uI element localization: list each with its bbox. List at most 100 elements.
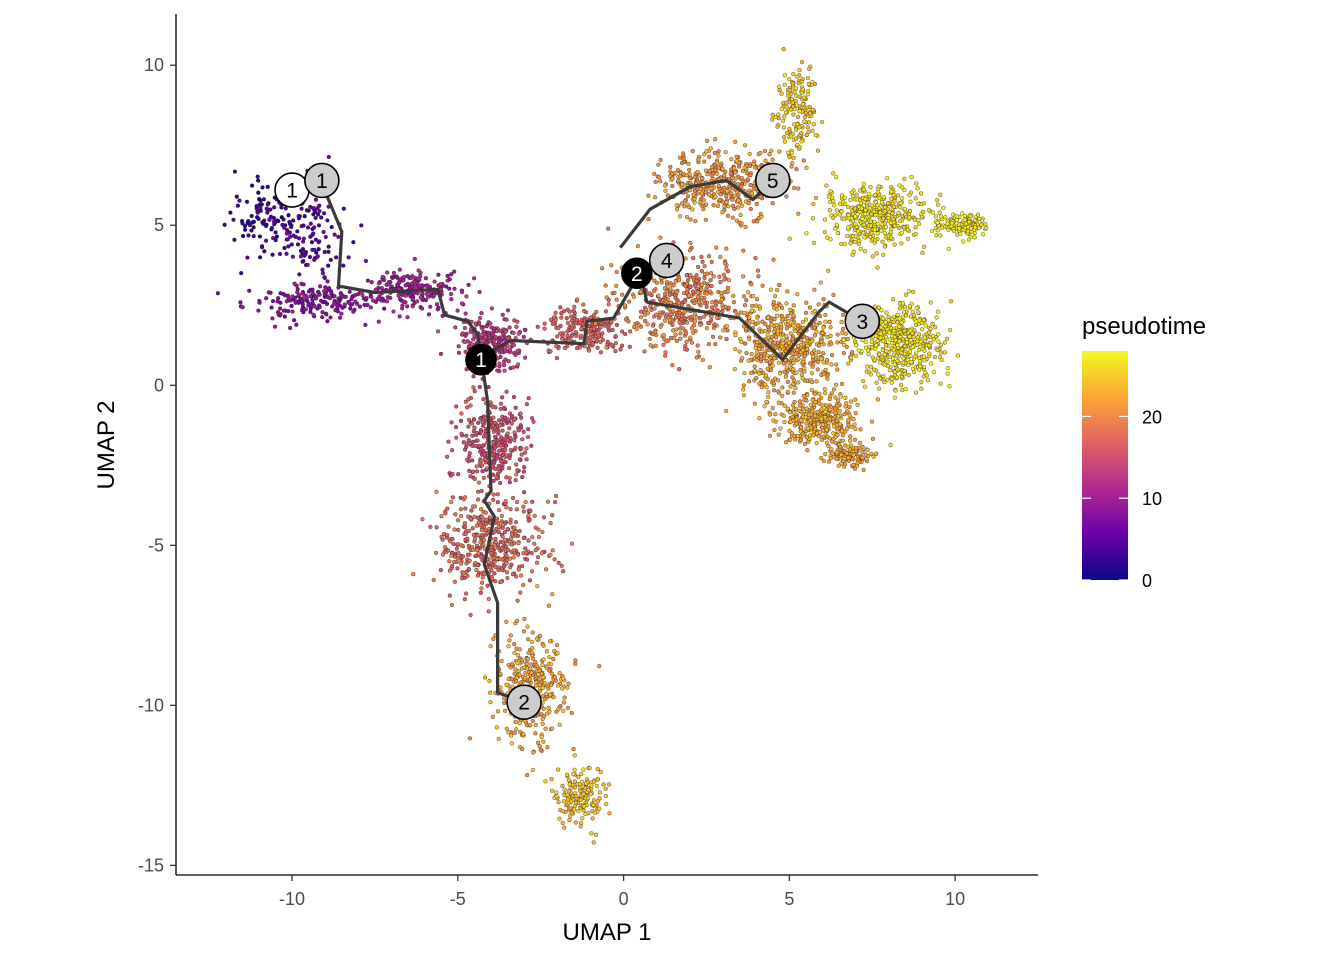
cell-point — [815, 148, 820, 153]
cell-point — [550, 671, 555, 676]
cell-point — [591, 798, 597, 803]
cell-point — [556, 560, 561, 565]
cell-point — [767, 433, 773, 438]
cell-point — [805, 125, 810, 130]
cell-point — [767, 360, 773, 365]
cell-point — [325, 319, 330, 324]
cell-point — [301, 310, 306, 315]
cell-point — [899, 230, 904, 235]
cell-point — [588, 315, 593, 320]
cell-point — [791, 112, 796, 117]
cell-point — [749, 308, 754, 313]
cell-point — [543, 726, 548, 731]
cell-point — [552, 675, 557, 680]
cell-point — [541, 515, 547, 520]
cell-point — [800, 376, 805, 381]
cell-point — [717, 274, 722, 279]
cell-point — [638, 315, 643, 320]
cell-point — [658, 179, 663, 184]
cell-point — [875, 231, 880, 236]
cell-point — [775, 313, 780, 318]
cell-point — [685, 320, 690, 325]
cell-point — [525, 666, 530, 671]
cell-point — [551, 695, 556, 700]
cell-point — [567, 818, 572, 823]
cell-point — [526, 427, 531, 432]
cell-point — [515, 661, 520, 666]
cell-point — [843, 242, 848, 247]
cell-point — [839, 241, 844, 246]
cell-point — [804, 421, 809, 426]
cell-point — [811, 354, 816, 359]
cell-point — [506, 547, 511, 553]
cell-point — [821, 297, 826, 302]
cell-point — [833, 226, 838, 231]
cell-point — [811, 433, 816, 438]
cell-point — [746, 358, 751, 363]
cell-point — [732, 166, 737, 171]
cell-point — [539, 551, 544, 556]
cell-point — [799, 372, 804, 377]
cell-point — [725, 285, 730, 290]
cell-point — [289, 303, 294, 308]
cell-point — [645, 322, 650, 327]
cell-point — [714, 245, 719, 250]
cell-point — [749, 352, 754, 357]
cell-point — [398, 277, 403, 282]
cell-point — [733, 176, 739, 181]
cell-point — [468, 329, 473, 334]
cell-point — [560, 809, 565, 814]
cell-point — [730, 215, 735, 220]
cell-point — [831, 387, 837, 392]
cell-point — [550, 321, 555, 326]
cell-point — [945, 366, 950, 371]
cell-point — [534, 560, 540, 565]
cell-point — [749, 191, 755, 196]
cell-point — [491, 459, 497, 465]
cell-point — [524, 551, 529, 556]
cell-point — [851, 417, 856, 422]
cell-point — [518, 680, 523, 685]
cell-point — [479, 458, 484, 463]
cell-point — [535, 555, 541, 560]
cell-point — [326, 263, 331, 268]
cell-point — [522, 450, 528, 455]
cell-point — [860, 216, 865, 221]
cell-point — [930, 210, 936, 215]
cell-point — [858, 427, 863, 432]
cell-point — [796, 211, 801, 216]
cell-point — [791, 323, 796, 328]
cell-point — [610, 328, 615, 333]
cell-point — [770, 201, 775, 206]
cell-point — [507, 426, 512, 431]
cell-point — [820, 422, 825, 427]
cell-point — [274, 234, 279, 239]
cell-point — [589, 831, 594, 836]
cell-point — [288, 325, 293, 331]
cell-point — [869, 212, 874, 217]
cell-point — [534, 636, 539, 641]
cell-point — [685, 194, 690, 199]
cell-point — [800, 102, 805, 107]
cell-point — [869, 451, 874, 456]
cell-point — [705, 284, 710, 289]
cell-point — [476, 480, 481, 485]
cell-point — [983, 222, 988, 227]
cell-point — [799, 131, 804, 136]
cell-point — [238, 300, 243, 305]
cell-point — [597, 664, 602, 669]
cell-point — [578, 788, 583, 793]
cell-point — [868, 223, 874, 228]
cell-point — [504, 726, 509, 731]
cell-point — [762, 404, 767, 409]
cell-point — [754, 353, 759, 359]
cell-point — [719, 290, 724, 295]
cell-point — [428, 293, 433, 298]
cell-point — [379, 298, 384, 303]
cell-point — [539, 679, 544, 684]
cell-point — [583, 812, 588, 817]
cell-point — [459, 301, 464, 306]
cell-point — [415, 281, 420, 286]
cell-point — [692, 319, 697, 324]
cell-point — [518, 590, 523, 595]
